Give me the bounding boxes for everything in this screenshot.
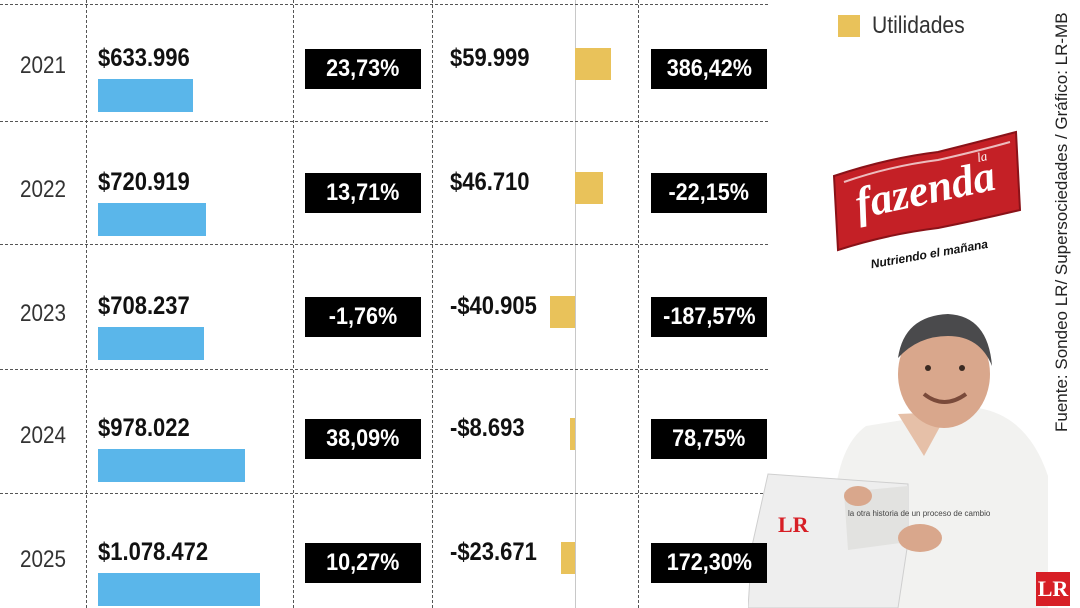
profit-change-box: -187,57% (651, 297, 767, 337)
profit-change-value: 172,30% (666, 549, 752, 576)
year-label: 2023 (20, 300, 66, 327)
revenue-bar (98, 203, 206, 236)
profit-change-value: -187,57% (662, 303, 756, 330)
lr-logo-mark: LR (1036, 572, 1070, 606)
profit-value: $46.710 (450, 168, 530, 196)
revenue-change-value: 10,27% (326, 549, 400, 576)
year-label: 2022 (20, 176, 66, 203)
revenue-value: $633.996 (98, 44, 190, 72)
grid-vline (432, 0, 433, 608)
legend-swatch (838, 15, 860, 37)
year-label: 2025 (20, 546, 66, 573)
profit-change-box: 386,42% (651, 49, 767, 89)
fazenda-logo: fazenda la Nutriendo el mañana (832, 130, 1022, 271)
grid-hline (0, 493, 768, 494)
profit-change-box: 172,30% (651, 543, 767, 583)
revenue-change-box: 38,09% (305, 419, 421, 459)
grid-vline (293, 0, 294, 608)
profit-value: -$8.693 (450, 414, 525, 442)
profit-bar (550, 296, 575, 328)
profit-change-box: 78,75% (651, 419, 767, 459)
grid-hline (0, 4, 768, 5)
revenue-change-value: 13,71% (326, 179, 400, 206)
profit-bar (575, 48, 611, 80)
legend-label: Utilidades (872, 12, 965, 39)
logo-sup: la (976, 148, 989, 165)
grid-hline (0, 121, 768, 122)
revenue-change-box: 13,71% (305, 173, 421, 213)
revenue-bar (98, 449, 245, 482)
grid-vline (638, 0, 639, 608)
year-label: 2024 (20, 422, 66, 449)
source-note: Fuente: Sondeo LR/ Supersociedades / Grá… (1040, 12, 1071, 440)
revenue-value: $1.078.472 (98, 538, 209, 566)
grid-hline (0, 369, 768, 370)
profit-zero-axis (575, 0, 576, 608)
revenue-value: $720.919 (98, 168, 190, 196)
source-text: Fuente: Sondeo LR/ Supersociedades / Grá… (1052, 12, 1071, 432)
profit-change-value: -22,15% (668, 179, 750, 206)
portrait-photo: LR la otra historia de un proceso de cam… (748, 314, 1048, 608)
revenue-value: $978.022 (98, 414, 190, 442)
profit-value: $59.999 (450, 44, 530, 72)
newspaper-headline: la otra historia de un proceso de cambio (848, 509, 991, 518)
legend: Utilidades (838, 12, 977, 40)
profit-change-box: -22,15% (651, 173, 767, 213)
revenue-value: $708.237 (98, 292, 190, 320)
profit-change-value: 386,42% (666, 55, 752, 82)
revenue-change-value: 38,09% (326, 425, 400, 452)
profit-value: -$40.905 (450, 292, 537, 320)
year-label: 2021 (20, 52, 66, 79)
revenue-change-box: 23,73% (305, 49, 421, 89)
revenue-change-box: 10,27% (305, 543, 421, 583)
profit-bar (570, 418, 575, 450)
grid-vline (86, 0, 87, 608)
revenue-change-value: -1,76% (328, 303, 398, 330)
revenue-bar (98, 573, 260, 606)
profit-bar (575, 172, 603, 204)
revenue-change-box: -1,76% (305, 297, 421, 337)
revenue-bar (98, 79, 193, 112)
revenue-change-value: 23,73% (326, 55, 400, 82)
grid-hline (0, 244, 768, 245)
profit-bar (561, 542, 575, 574)
revenue-bar (98, 327, 204, 360)
newspaper-masthead: LR (778, 512, 810, 537)
profit-change-value: 78,75% (672, 425, 746, 452)
logo-tagline: Nutriendo el mañana (870, 237, 990, 271)
profit-value: -$23.671 (450, 538, 537, 566)
